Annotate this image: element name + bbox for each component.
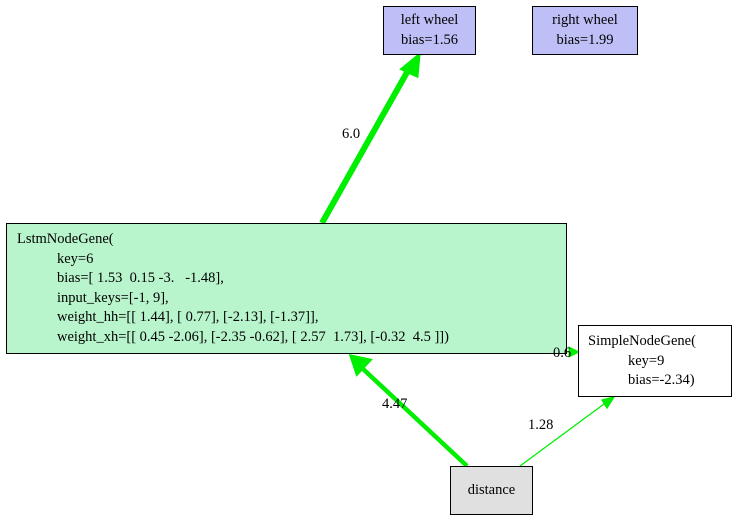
edge-label-lstm-left-wheel: 6.0	[342, 126, 361, 142]
edge-distance-to-simple	[519, 403, 605, 467]
lstm-weight-xh: weight_xh=[[ 0.45 -2.06], [-2.35 -0.62],…	[57, 328, 449, 345]
simple-bias: bias=-2.34)	[628, 372, 695, 388]
right-wheel-bias: bias=1.99	[556, 31, 614, 48]
edge-lstm-to-left-wheel	[319, 65, 413, 225]
lstm-title: LstmNodeGene(	[17, 231, 114, 247]
edge-distance-to-lstm	[360, 366, 469, 468]
simple-node: SimpleNodeGene( key=9 bias=-2.34)	[578, 325, 732, 397]
edge-label-distance-lstm: 4.47	[382, 396, 408, 412]
lstm-input-keys: input_keys=[-1, 9],	[57, 289, 169, 306]
left-wheel-label: left wheel	[400, 12, 459, 28]
edge-label-distance-simple: 1.28	[528, 417, 554, 433]
edge-label-lstm-simple: 0.6	[553, 345, 572, 361]
edge-arrowhead-left-wheel	[399, 51, 421, 79]
left-wheel-bias: bias=1.56	[401, 31, 458, 48]
right-wheel-label: right wheel	[552, 12, 618, 28]
edge-arrowhead-lstm	[348, 353, 373, 377]
simple-key: key=9	[628, 352, 665, 369]
lstm-key: key=6	[57, 250, 94, 267]
distance-label: distance	[467, 481, 516, 498]
right-wheel-node: right wheel bias=1.99	[532, 6, 638, 55]
lstm-node: LstmNodeGene( key=6 bias=[ 1.53 0.15 -3.…	[6, 223, 567, 354]
simple-title: SimpleNodeGene(	[588, 333, 696, 349]
edge-arrowhead-simple-from-distance	[600, 395, 616, 410]
lstm-weight-hh: weight_hh=[[ 1.44], [ 0.77], [-2.13], [-…	[57, 309, 319, 325]
edge-arrowhead-simple-from-lstm	[568, 346, 581, 358]
lstm-bias: bias=[ 1.53 0.15 -3. -1.48],	[57, 270, 224, 286]
left-wheel-node: left wheel bias=1.56	[383, 6, 476, 55]
distance-node: distance	[450, 466, 533, 515]
